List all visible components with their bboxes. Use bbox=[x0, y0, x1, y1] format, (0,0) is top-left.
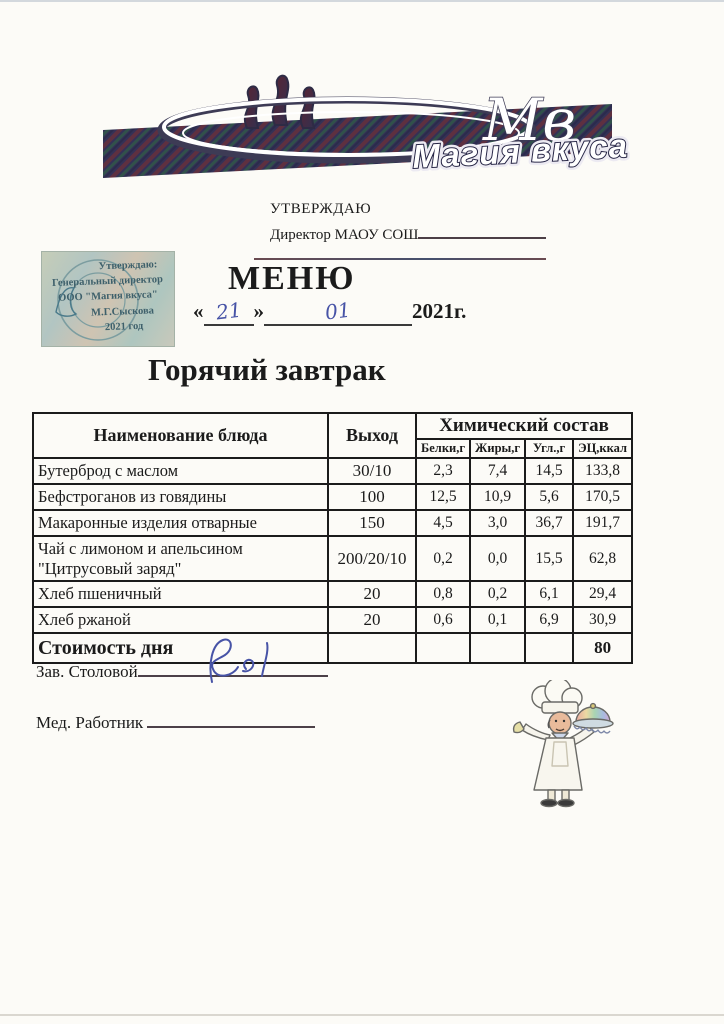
dish-fat: 0,0 bbox=[469, 535, 527, 582]
dish-yield: 20 bbox=[327, 580, 417, 608]
dish-name: Хлеб ржаной bbox=[32, 606, 329, 634]
total-empty-cell bbox=[524, 632, 575, 664]
handwritten-day: 21 bbox=[214, 297, 243, 325]
close-quote: » bbox=[253, 299, 265, 323]
scan-edge bbox=[0, 0, 724, 2]
total-label: Стоимость дня bbox=[32, 632, 329, 664]
dish-protein: 4,5 bbox=[414, 509, 472, 537]
handwritten-month: 01 bbox=[323, 297, 353, 325]
canteen-manager-label: Зав. Столовой bbox=[36, 662, 138, 681]
approval-director-label: Директор МАОУ СОШ bbox=[270, 227, 419, 243]
dish-yield: 20 bbox=[327, 606, 417, 634]
dish-carbs: 5,6 bbox=[524, 483, 575, 511]
col-header-dish: Наименование блюда bbox=[32, 412, 329, 459]
scan-edge bbox=[0, 1014, 724, 1016]
dish-carbs: 15,5 bbox=[524, 535, 575, 582]
stamp-text: Утверждаю: Генеральный директор ООО "Маг… bbox=[41, 257, 176, 338]
swoosh-icon bbox=[157, 96, 537, 164]
signature-blank-line-2 bbox=[254, 258, 546, 260]
dish-yield: 100 bbox=[327, 483, 417, 511]
dish-kcal: 170,5 bbox=[572, 483, 634, 511]
total-empty-cell bbox=[327, 632, 417, 664]
stamp-seal-icon bbox=[55, 259, 139, 341]
dish-fat: 3,0 bbox=[469, 509, 527, 537]
approval-heading: УТВЕРЖДАЮ bbox=[270, 201, 372, 217]
signature-blank-line bbox=[147, 711, 316, 728]
dish-name: Хлеб пшеничный bbox=[32, 580, 329, 608]
signature-blank-line bbox=[137, 660, 328, 677]
dish-yield: 200/20/10 bbox=[327, 535, 417, 582]
table-row: Хлеб пшеничный 20 0,8 0,2 6,1 29,4 bbox=[32, 580, 634, 608]
total-empty-cell bbox=[469, 632, 527, 664]
col-header-carbs: Угл.,г bbox=[524, 438, 575, 459]
dish-protein: 0,2 bbox=[414, 535, 472, 582]
total-empty-cell bbox=[414, 632, 472, 664]
total-row: Стоимость дня 80 bbox=[32, 632, 634, 664]
date-line: « 21 » 01 2021г. bbox=[193, 297, 467, 326]
total-value: 80 bbox=[572, 632, 634, 664]
dish-carbs: 36,7 bbox=[524, 509, 575, 537]
table-row: Чай с лимоном и апельсином "Цитрусовый з… bbox=[32, 535, 634, 582]
section-heading: Горячий завтрак bbox=[148, 352, 386, 387]
dish-carbs: 14,5 bbox=[524, 457, 575, 485]
signature-row-canteen: Зав. Столовой bbox=[36, 660, 328, 682]
table-row: Макаронные изделия отварные 150 4,5 3,0 … bbox=[32, 509, 634, 537]
col-header-kcal: ЭЦ,ккал bbox=[572, 438, 634, 459]
table-row: Хлеб ржаной 20 0,6 0,1 6,9 30,9 bbox=[32, 606, 634, 634]
dish-carbs: 6,9 bbox=[524, 606, 575, 634]
col-header-yield: Выход bbox=[327, 412, 417, 459]
menu-table: Наименование блюда Выход Химический сост… bbox=[32, 412, 634, 664]
signature-blank-line bbox=[418, 223, 547, 239]
date-year: 2021г. bbox=[412, 299, 467, 323]
page-title: МЕНЮ bbox=[228, 260, 356, 297]
dish-name: Бефстроганов из говядины bbox=[32, 483, 329, 511]
col-header-fat: Жиры,г bbox=[469, 438, 527, 459]
col-header-chemical: Химический состав bbox=[414, 412, 634, 440]
chef-cartoon-icon bbox=[512, 680, 614, 808]
magia-vkusa-logo-icon: Мв Магия вкуса Магия вкуса bbox=[103, 74, 632, 178]
brand-logo-banner: Мв Магия вкуса Магия вкуса bbox=[95, 70, 635, 195]
company-stamp: Утверждаю: Генеральный директор ООО "Маг… bbox=[41, 251, 176, 347]
dish-name: Чай с лимоном и апельсином "Цитрусовый з… bbox=[32, 535, 329, 582]
handwritten-signature bbox=[209, 638, 269, 683]
dish-yield: 150 bbox=[327, 509, 417, 537]
dish-kcal: 191,7 bbox=[572, 509, 634, 537]
dish-kcal: 29,4 bbox=[572, 580, 634, 608]
col-header-protein: Белки,г bbox=[414, 438, 472, 459]
dish-fat: 10,9 bbox=[469, 483, 527, 511]
dish-protein: 0,6 bbox=[414, 606, 472, 634]
banner-strip bbox=[103, 104, 612, 178]
dish-name: Бутерброд с маслом bbox=[32, 457, 329, 485]
dish-kcal: 133,8 bbox=[572, 457, 634, 485]
signature-row-medical: Мед. Работник bbox=[36, 711, 316, 733]
table-row: Бутерброд с маслом 30/10 2,3 7,4 14,5 13… bbox=[32, 457, 634, 485]
medical-worker-label: Мед. Работник bbox=[36, 713, 144, 732]
dish-protein: 2,3 bbox=[414, 457, 472, 485]
logo-monogram: Мв bbox=[482, 86, 576, 154]
dish-carbs: 6,1 bbox=[524, 580, 575, 608]
date-month-blank: 01 bbox=[264, 297, 412, 326]
dish-yield: 30/10 bbox=[327, 457, 417, 485]
dish-kcal: 30,9 bbox=[572, 606, 634, 634]
date-day-blank: 21 bbox=[203, 297, 254, 326]
dish-fat: 7,4 bbox=[469, 457, 527, 485]
open-quote: « bbox=[193, 299, 204, 323]
approval-director-line: Директор МАОУ СОШ bbox=[270, 223, 547, 244]
table-row: Бефстроганов из говядины 100 12,5 10,9 5… bbox=[32, 483, 634, 511]
dish-fat: 0,1 bbox=[469, 606, 527, 634]
dish-protein: 12,5 bbox=[414, 483, 472, 511]
dish-protein: 0,8 bbox=[414, 580, 472, 608]
dish-fat: 0,2 bbox=[469, 580, 527, 608]
dish-kcal: 62,8 bbox=[572, 535, 634, 582]
dish-name: Макаронные изделия отварные bbox=[32, 509, 329, 537]
